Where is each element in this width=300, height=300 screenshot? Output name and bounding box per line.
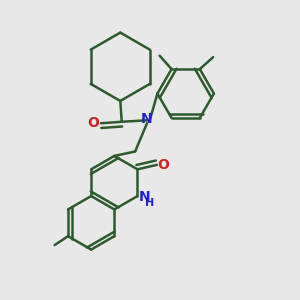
Text: N: N [141,112,153,126]
Text: H: H [146,199,154,208]
Text: O: O [158,158,170,172]
Text: N: N [139,190,151,204]
Text: O: O [88,116,100,130]
